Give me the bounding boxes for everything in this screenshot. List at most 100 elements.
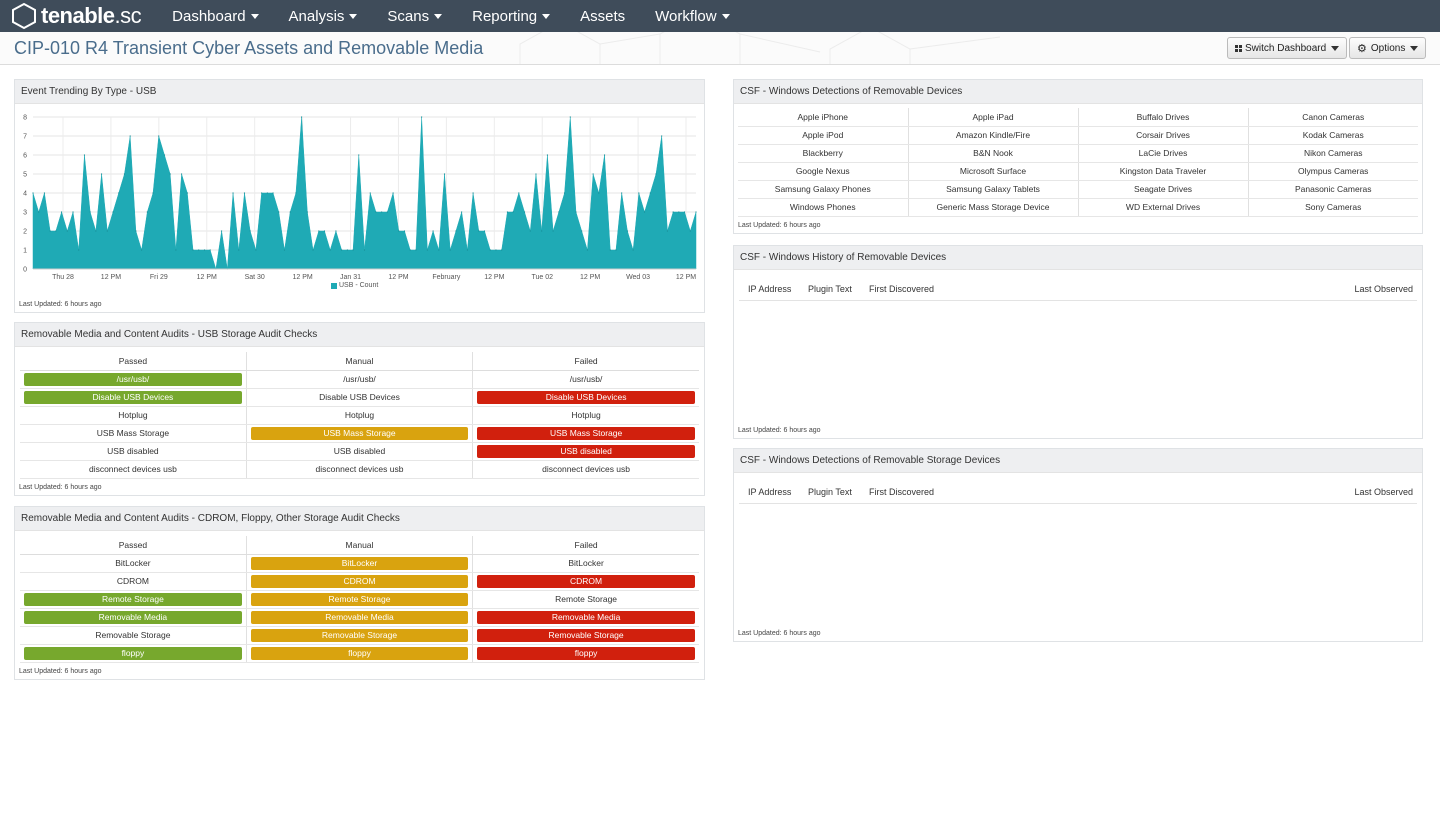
y-tick-label: 2 <box>23 229 27 236</box>
data-point <box>289 211 291 213</box>
audit-check-label[interactable]: Remote Storage <box>555 593 618 604</box>
data-point <box>335 230 337 232</box>
device-cell[interactable]: Blackberry <box>738 144 908 163</box>
audit-check-label[interactable]: /usr/usb/ <box>24 372 242 386</box>
device-cell[interactable]: Apple iPod <box>738 126 908 145</box>
col-plugin-text[interactable]: Plugin Text <box>808 284 852 294</box>
col-ip-address[interactable]: IP Address <box>748 284 792 294</box>
audit-check-label[interactable]: USB Mass Storage <box>250 426 469 440</box>
audit-cell: disconnect devices usb <box>245 460 473 479</box>
audit-check-label[interactable]: Hotplug <box>344 409 375 420</box>
options-button[interactable]: ⚙ Options <box>1349 37 1427 59</box>
audit-check-label[interactable]: floppy <box>250 646 469 660</box>
audit-check-label[interactable]: CDROM <box>116 575 149 586</box>
device-cell[interactable]: Kingston Data Traveler <box>1077 162 1248 181</box>
audit-check-label[interactable]: BitLocker <box>115 557 151 568</box>
device-cell[interactable]: Amazon Kindle/Fire <box>907 126 1078 145</box>
device-cell[interactable]: Corsair Drives <box>1077 126 1248 145</box>
col-last-observed[interactable]: Last Observed <box>1354 487 1413 497</box>
audit-cell: BitLocker <box>245 554 473 573</box>
nav-reporting[interactable]: Reporting <box>457 0 565 32</box>
data-point <box>689 230 691 232</box>
audit-check-label[interactable]: USB disabled <box>333 445 386 456</box>
audit-check-label[interactable]: CDROM <box>250 574 469 588</box>
device-cell[interactable]: Nikon Cameras <box>1247 144 1418 163</box>
audit-check-label[interactable]: USB disabled <box>107 445 159 456</box>
col-last-observed[interactable]: Last Observed <box>1354 284 1413 294</box>
audit-check-label[interactable]: Disable USB Devices <box>24 390 242 404</box>
device-cell[interactable]: Panasonic Cameras <box>1247 180 1418 199</box>
audit-check-label[interactable]: Hotplug <box>571 409 601 420</box>
device-cell[interactable]: Generic Mass Storage Device <box>907 198 1078 217</box>
x-tick-label: 12 PM <box>388 274 408 281</box>
caret-down-icon <box>434 13 443 19</box>
audit-check-label[interactable]: CDROM <box>477 574 695 588</box>
nav-scans[interactable]: Scans <box>372 0 457 32</box>
gear-icon: ⚙ <box>1357 42 1367 55</box>
device-cell[interactable]: Seagate Drives <box>1077 180 1248 199</box>
audit-check-label[interactable]: disconnect devices usb <box>542 463 631 474</box>
audit-check-label[interactable]: Removable Storage <box>250 628 469 642</box>
device-cell[interactable]: Apple iPad <box>907 108 1078 127</box>
device-cell[interactable]: LaCie Drives <box>1077 144 1248 163</box>
audit-check-label[interactable]: USB Mass Storage <box>477 426 695 440</box>
audit-cell: Removable Storage <box>472 626 699 645</box>
data-point <box>278 211 280 213</box>
data-point <box>140 249 143 251</box>
data-point <box>541 230 543 232</box>
col-first-discovered[interactable]: First Discovered <box>869 487 935 497</box>
device-cell[interactable]: Canon Cameras <box>1247 108 1418 127</box>
tenable-logo[interactable]: tenable.sc <box>10 0 142 32</box>
data-point <box>123 173 126 175</box>
col-ip-address[interactable]: IP Address <box>748 487 792 497</box>
device-cell[interactable]: B&N Nook <box>907 144 1078 163</box>
audit-check-label[interactable]: Hotplug <box>118 409 148 420</box>
device-cell[interactable]: Microsoft Surface <box>907 162 1078 181</box>
audit-check-label[interactable]: Removable Storage <box>95 629 171 640</box>
audit-check-label[interactable]: BitLocker <box>568 557 604 568</box>
switch-dashboard-button[interactable]: Switch Dashboard <box>1227 37 1348 59</box>
device-grid: Apple iPhone Apple iPad Buffalo Drives Cano… <box>738 108 1418 217</box>
data-point <box>598 192 600 194</box>
audit-check-label[interactable]: USB Mass Storage <box>96 427 170 438</box>
data-point <box>426 249 428 251</box>
audit-check-label[interactable]: Removable Media <box>24 610 242 624</box>
audit-check-label[interactable]: Remote Storage <box>24 592 242 606</box>
device-cell[interactable]: Olympus Cameras <box>1247 162 1418 181</box>
device-cell[interactable]: WD External Drives <box>1077 198 1248 217</box>
col-first-discovered[interactable]: First Discovered <box>869 284 935 294</box>
device-cell[interactable]: Samsung Galaxy Tablets <box>907 180 1078 199</box>
audit-check-label[interactable]: Disable USB Devices <box>477 390 695 404</box>
nav-analysis[interactable]: Analysis <box>274 0 373 32</box>
x-tick-label: Tue 02 <box>531 274 553 281</box>
main-menu: Dashboard Analysis Scans Reporting Assets Wor… <box>157 0 744 32</box>
x-tick-label: Wed 03 <box>626 274 650 281</box>
audit-check-label[interactable]: Removable Storage <box>477 628 695 642</box>
audit-check-label[interactable]: BitLocker <box>250 556 469 570</box>
device-cell[interactable]: Apple iPhone <box>738 108 908 127</box>
audit-check-label[interactable]: Removable Media <box>250 610 469 624</box>
device-cell[interactable]: Sony Cameras <box>1247 198 1418 217</box>
device-cell[interactable]: Buffalo Drives <box>1077 108 1248 127</box>
audit-check-label[interactable]: Removable Media <box>477 610 695 624</box>
audit-check-label[interactable]: disconnect devices usb <box>88 463 177 474</box>
nav-assets[interactable]: Assets <box>565 0 640 32</box>
col-plugin-text[interactable]: Plugin Text <box>808 487 852 497</box>
audit-check-label[interactable]: floppy <box>477 646 695 660</box>
chart-legend[interactable]: USB - Count <box>331 282 378 289</box>
nav-workflow[interactable]: Workflow <box>640 0 744 32</box>
audit-check-label[interactable]: Remote Storage <box>250 592 469 606</box>
device-cell[interactable]: Windows Phones <box>738 198 908 217</box>
audit-check-label[interactable]: disconnect devices usb <box>315 463 404 474</box>
audit-check-label[interactable]: /usr/usb/ <box>343 373 376 384</box>
device-cell[interactable]: Kodak Cameras <box>1247 126 1418 145</box>
device-cell[interactable]: Samsung Galaxy Phones <box>738 180 908 199</box>
audit-check-label[interactable]: /usr/usb/ <box>569 373 603 384</box>
audit-check-label[interactable]: USB disabled <box>477 444 695 458</box>
data-point <box>78 249 80 251</box>
device-cell[interactable]: Google Nexus <box>738 162 908 181</box>
nav-dashboard[interactable]: Dashboard <box>157 0 273 32</box>
audit-check-label[interactable]: floppy <box>24 646 242 660</box>
audit-check-label[interactable]: Disable USB Devices <box>319 391 400 402</box>
data-point <box>415 249 417 251</box>
